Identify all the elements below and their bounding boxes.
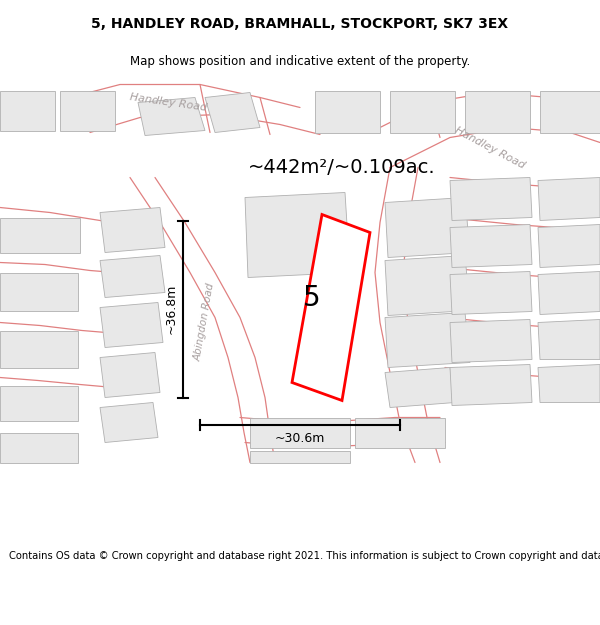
Text: 5, HANDLEY ROAD, BRAMHALL, STOCKPORT, SK7 3EX: 5, HANDLEY ROAD, BRAMHALL, STOCKPORT, SK… <box>91 17 509 31</box>
Text: 5: 5 <box>302 284 320 311</box>
Polygon shape <box>60 91 115 131</box>
Polygon shape <box>450 364 532 406</box>
Polygon shape <box>100 302 163 348</box>
Polygon shape <box>315 91 380 132</box>
Polygon shape <box>390 91 455 132</box>
Polygon shape <box>538 271 600 314</box>
Polygon shape <box>0 432 78 462</box>
Text: ~442m²/~0.109ac.: ~442m²/~0.109ac. <box>248 158 436 177</box>
Polygon shape <box>100 352 160 398</box>
Polygon shape <box>250 418 350 447</box>
Polygon shape <box>385 256 470 316</box>
Polygon shape <box>250 451 350 462</box>
Text: Map shows position and indicative extent of the property.: Map shows position and indicative extent… <box>130 55 470 68</box>
Polygon shape <box>100 208 165 252</box>
Polygon shape <box>538 364 600 403</box>
Text: ~30.6m: ~30.6m <box>275 432 325 445</box>
Polygon shape <box>0 272 78 311</box>
Polygon shape <box>0 91 55 131</box>
Polygon shape <box>385 198 470 258</box>
Polygon shape <box>450 224 532 268</box>
Text: Handley Road: Handley Road <box>128 92 208 113</box>
Polygon shape <box>100 256 165 298</box>
Polygon shape <box>245 192 350 278</box>
Text: Handley Road: Handley Road <box>453 125 527 170</box>
Polygon shape <box>538 177 600 221</box>
Polygon shape <box>538 319 600 359</box>
Text: Abingdon Road: Abingdon Road <box>193 282 217 362</box>
Polygon shape <box>0 386 78 421</box>
Polygon shape <box>0 331 78 367</box>
Polygon shape <box>450 271 532 314</box>
Polygon shape <box>450 319 532 362</box>
Polygon shape <box>538 224 600 268</box>
Polygon shape <box>465 91 530 132</box>
Polygon shape <box>0 217 80 252</box>
Text: ~36.8m: ~36.8m <box>164 284 178 334</box>
Polygon shape <box>450 177 532 221</box>
Polygon shape <box>355 418 445 447</box>
Text: Contains OS data © Crown copyright and database right 2021. This information is : Contains OS data © Crown copyright and d… <box>9 551 600 561</box>
Polygon shape <box>385 312 470 368</box>
Polygon shape <box>138 98 205 136</box>
Polygon shape <box>385 368 455 408</box>
Polygon shape <box>100 402 158 442</box>
Polygon shape <box>540 91 600 132</box>
Polygon shape <box>205 92 260 132</box>
Polygon shape <box>292 214 370 401</box>
